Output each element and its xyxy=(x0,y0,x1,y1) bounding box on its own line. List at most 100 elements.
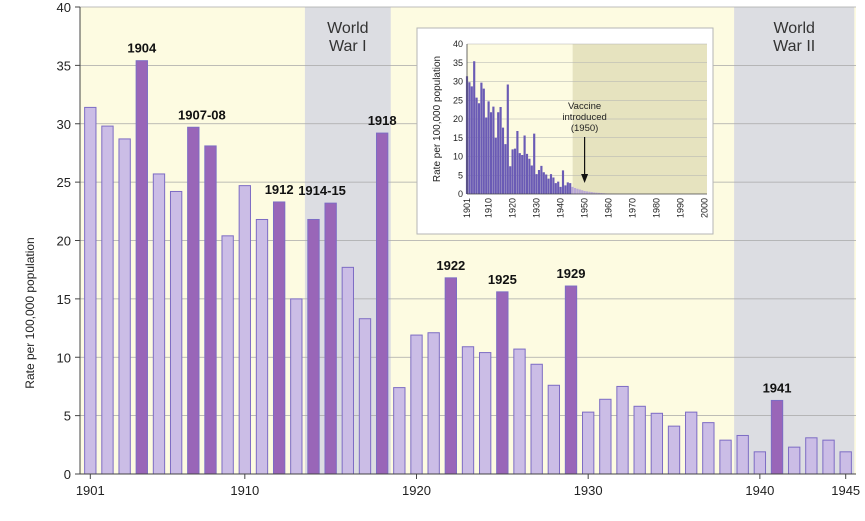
inset-bar-1932 xyxy=(540,165,543,194)
inset-axes: 0 5 10 15 20 25 30 35 40 1901 1910 1920 1930 1940 1950… xyxy=(453,39,710,218)
bar-1927 xyxy=(530,363,543,475)
bar-1909 xyxy=(221,235,234,475)
inset-bar-1927 xyxy=(528,158,531,194)
bar-annotation-1929: 1929 xyxy=(557,266,586,281)
inset-bar-1909 xyxy=(485,117,488,194)
inset-bar-1950 xyxy=(583,191,586,194)
inset-bar-1903 xyxy=(470,86,473,194)
inset-bar-1949 xyxy=(581,190,584,194)
inset-bar-1956 xyxy=(597,192,601,194)
main-bar-annotations: 1904 1907-08 1912 1914-15 1918 1922 1925 1929 19… xyxy=(127,41,791,396)
bar-1929 xyxy=(564,285,578,475)
inset-bar-1925 xyxy=(523,135,526,194)
inset-bar-1913 xyxy=(494,137,497,194)
bar-1910 xyxy=(238,185,251,475)
inset-bar-1923 xyxy=(518,153,521,194)
bar-1931 xyxy=(599,398,612,475)
inset-bar-1918 xyxy=(506,84,509,194)
inset-bar-1922 xyxy=(516,131,519,194)
inset-y-axis-label: Rate per 100,000 population xyxy=(432,56,443,182)
inset-bar-1945 xyxy=(571,186,574,194)
inset-bar-1936 xyxy=(549,174,553,194)
inset-bar-1948 xyxy=(578,189,581,194)
vaccine-label-line: Vaccine xyxy=(568,101,601,112)
inset-x-tick-label: 2000 xyxy=(700,198,710,218)
inset-x-tick-label: 1990 xyxy=(676,198,686,218)
inset-bar-1941 xyxy=(561,170,565,194)
inset-bar-1954 xyxy=(593,192,596,194)
main-x-tick-label: 1901 xyxy=(76,483,105,498)
bar-1911 xyxy=(255,218,269,475)
inset-bar-1919 xyxy=(509,166,512,194)
bar-annotation-1904: 1904 xyxy=(127,41,157,56)
inset-bar-1924 xyxy=(521,155,524,194)
inset-y-tick-label: 10 xyxy=(453,152,463,162)
inset-chart: 0 5 10 15 20 25 30 35 40 1901 1910 1920 1930 1940 1950… xyxy=(416,27,714,235)
inset-bar-1907 xyxy=(480,82,483,194)
vaccine-label-line: introduced xyxy=(562,112,606,123)
inset-bar-1957 xyxy=(600,193,603,194)
bar-1926 xyxy=(513,348,526,475)
bar-1921 xyxy=(427,332,440,475)
bar-1924 xyxy=(479,352,492,475)
bar-annotation-1907-08: 1907-08 xyxy=(178,107,226,122)
inset-x-tick-label: 1980 xyxy=(652,198,662,218)
bar-1914 xyxy=(307,218,320,475)
inset-bar-1915 xyxy=(499,107,502,194)
inset-bar-1940 xyxy=(559,186,562,194)
inset-bar-1916 xyxy=(501,127,505,194)
inset-bar-1953 xyxy=(590,192,593,194)
inset-bars xyxy=(465,61,706,194)
inset-bar-1951 xyxy=(585,191,589,194)
bar-1941 xyxy=(770,399,784,475)
inset-bar-1917 xyxy=(504,144,507,194)
main-x-tick-label: 1940 xyxy=(745,483,774,498)
inset-bar-1928 xyxy=(530,165,533,194)
bar-annotation-1922: 1922 xyxy=(436,258,465,273)
bar-1932 xyxy=(616,385,629,475)
inset-bar-1910 xyxy=(487,101,490,194)
bar-1915 xyxy=(324,202,337,475)
inset-bar-1908 xyxy=(482,88,485,194)
main-y-tick-label: 35 xyxy=(57,58,71,73)
inset-bar-1906 xyxy=(477,103,481,194)
inset-bar-1943 xyxy=(566,182,569,194)
inset-y-tick-label: 15 xyxy=(453,133,463,143)
inset-x-tick-label: 1960 xyxy=(604,198,614,218)
bar-1930 xyxy=(582,411,595,475)
inset-bar-1939 xyxy=(557,181,560,194)
inset-bar-1947 xyxy=(576,188,579,194)
inset-bar-1904 xyxy=(473,61,476,194)
bar-annotation-1912: 1912 xyxy=(265,182,294,197)
inset-bar-1938 xyxy=(554,183,557,194)
main-x-tick-label: 1920 xyxy=(402,483,431,498)
main-axes: 0 5 10 15 20 25 30 35 40 1901 1910 1920 1930 1940 1945 xyxy=(57,0,861,498)
bar-1904 xyxy=(135,60,148,475)
bar-1928 xyxy=(547,384,561,475)
main-x-tick-label: 1930 xyxy=(574,483,603,498)
main-y-tick-label: 0 xyxy=(64,467,71,482)
inset-bar-1929 xyxy=(533,133,536,194)
main-y-tick-label: 20 xyxy=(57,234,71,249)
inset-bar-1937 xyxy=(552,177,555,194)
inset-x-tick-label: 1910 xyxy=(484,198,494,218)
inset-y-tick-label: 30 xyxy=(453,77,463,87)
war-label-2: War II xyxy=(773,38,815,55)
inset-bar-1944 xyxy=(569,183,572,194)
inset-bar-1933 xyxy=(542,172,545,194)
main-y-tick-label: 15 xyxy=(57,292,71,307)
inset-y-tick-label: 0 xyxy=(458,189,463,199)
bar-annotation-1941: 1941 xyxy=(763,380,792,395)
bar-1934 xyxy=(650,412,664,475)
bar-1917 xyxy=(358,318,372,475)
bar-1908 xyxy=(204,145,217,475)
war-label-2: World xyxy=(773,20,815,37)
bar-1901 xyxy=(84,106,97,475)
vaccine-label-line: (1950) xyxy=(571,123,598,134)
inset-bar-1930 xyxy=(535,174,538,194)
inset-bar-1920 xyxy=(511,149,514,194)
inset-bar-1942 xyxy=(564,185,567,194)
bar-annotation-1918: 1918 xyxy=(368,113,397,128)
bar-1919 xyxy=(393,387,406,475)
